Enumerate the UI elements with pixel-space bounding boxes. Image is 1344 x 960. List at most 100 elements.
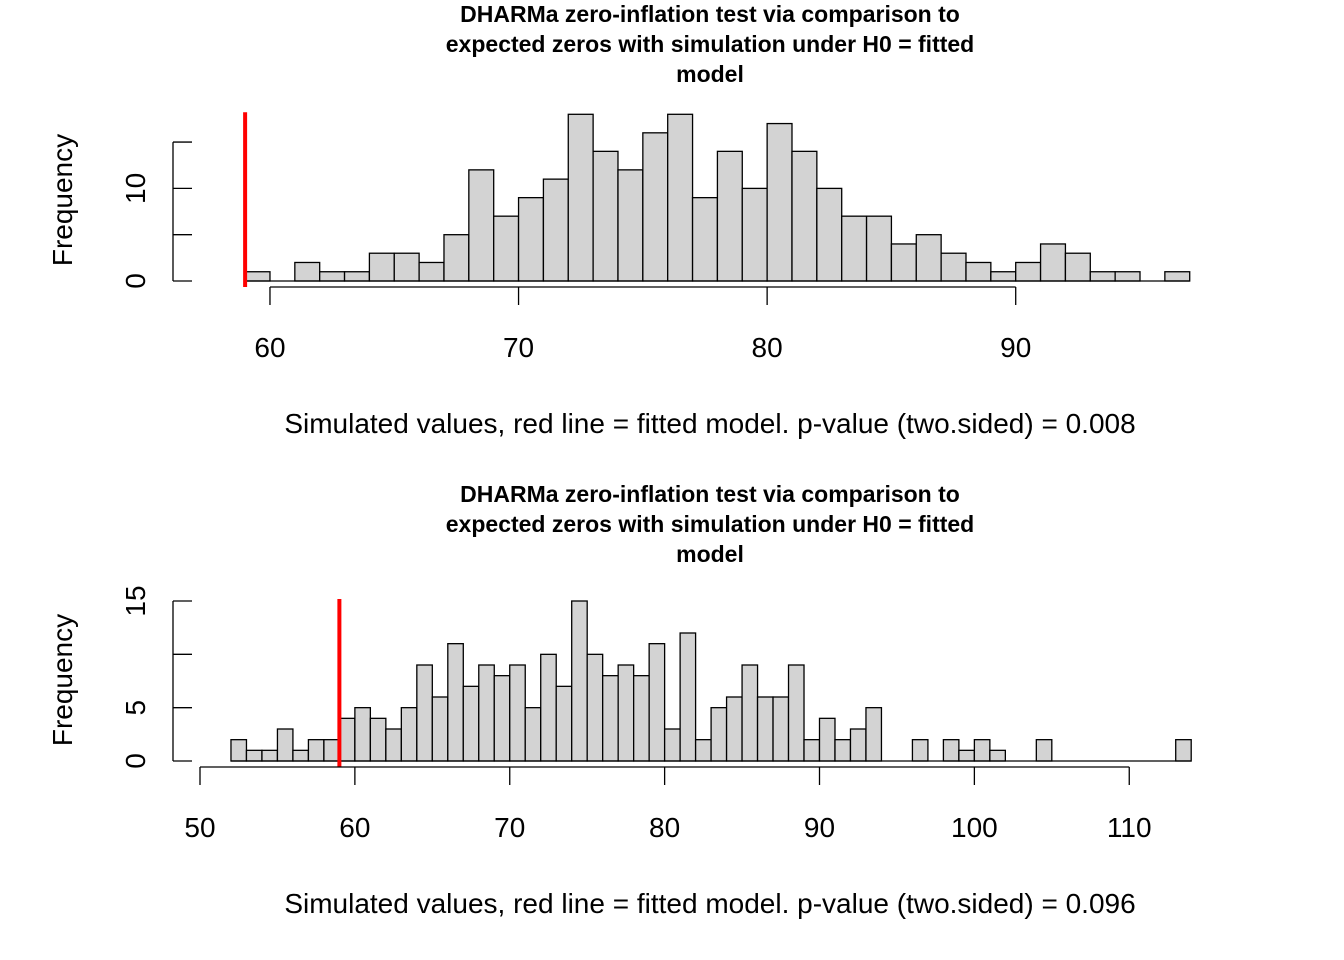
- y-tick-label: 0: [120, 753, 151, 769]
- histogram-bar: [385, 728, 402, 762]
- histogram-bar: [416, 664, 433, 762]
- histogram-bar: [716, 150, 743, 282]
- histogram-bar: [493, 675, 511, 762]
- histogram-bar: [617, 169, 644, 282]
- histogram-bar: [849, 728, 867, 762]
- y-tick-label: 10: [120, 173, 151, 204]
- histogram-bar: [1064, 252, 1091, 282]
- histogram-bar: [890, 243, 917, 282]
- histogram-bar: [555, 685, 573, 762]
- histogram-bar: [741, 187, 768, 282]
- histogram-bar: [338, 717, 356, 762]
- x-tick-label: 80: [752, 332, 783, 363]
- x-tick-label: 60: [254, 332, 285, 363]
- histogram-bar: [756, 696, 774, 762]
- histogram-bar: [323, 739, 341, 762]
- y-tick-label: 5: [120, 700, 151, 716]
- histogram-bar: [633, 675, 650, 762]
- x-tick-label: 100: [951, 812, 998, 843]
- histogram-bar: [710, 707, 728, 762]
- histogram-bar: [1089, 271, 1116, 282]
- histogram-bar: [462, 685, 480, 762]
- chart-title-line: DHARMa zero-inflation test via compariso…: [460, 481, 960, 507]
- x-tick-label: 70: [503, 332, 534, 363]
- histogram-bar: [1114, 271, 1141, 282]
- histogram-bar: [772, 696, 790, 762]
- x-tick-label: 110: [1107, 812, 1152, 843]
- histogram-bar: [816, 187, 843, 282]
- histogram-bar: [567, 113, 594, 282]
- histogram-bar: [990, 271, 1017, 282]
- histogram-bar: [319, 271, 346, 282]
- histogram-bar: [965, 261, 992, 282]
- histogram-bar: [447, 643, 464, 762]
- x-tick-label: 50: [184, 812, 215, 843]
- histogram-bar: [443, 234, 470, 282]
- histogram-bar: [791, 150, 818, 282]
- histogram-bar: [803, 739, 821, 762]
- histogram-bar: [400, 707, 418, 762]
- histogram-bar: [468, 169, 495, 282]
- histogram-bar: [841, 215, 868, 282]
- histogram-bar: [915, 234, 942, 282]
- histogram-bar: [354, 707, 372, 762]
- histogram-bar: [694, 739, 712, 762]
- histogram-bar: [865, 215, 893, 282]
- histogram-bar: [642, 132, 669, 282]
- histogram-bar: [244, 271, 271, 282]
- histogram-bar: [725, 696, 743, 762]
- chart-title-line: expected zeros with simulation under H0 …: [446, 31, 974, 57]
- histogram-bar: [431, 696, 449, 762]
- histogram-bar: [834, 739, 852, 762]
- histogram-bar: [493, 215, 520, 282]
- histogram-bar: [524, 707, 542, 762]
- histogram-bar: [787, 664, 805, 762]
- histogram-bar: [973, 739, 991, 762]
- x-tick-label: 90: [804, 812, 835, 843]
- y-tick-label: 15: [120, 585, 151, 616]
- chart-title-line: DHARMa zero-inflation test via compariso…: [460, 1, 960, 27]
- histogram-bar: [418, 261, 445, 282]
- histogram-bar: [1015, 261, 1042, 282]
- y-tick-label: 0: [120, 273, 151, 289]
- histogram-bar: [1035, 739, 1053, 762]
- histogram-bar: [294, 261, 321, 282]
- histogram-bar: [245, 749, 263, 762]
- x-tick-label: 60: [339, 812, 370, 843]
- histogram-bar: [1039, 243, 1067, 282]
- histogram-bar: [230, 739, 248, 762]
- histogram-bar: [540, 653, 557, 762]
- histogram-bar: [343, 271, 371, 282]
- x-axis-label: Simulated values, red line = fitted mode…: [284, 408, 1135, 439]
- histogram-bar: [663, 728, 681, 762]
- histogram-bar: [369, 717, 387, 762]
- histogram-bar: [517, 196, 545, 282]
- histogram-bar: [509, 664, 526, 762]
- histogram-bar: [691, 196, 719, 282]
- x-tick-label: 80: [649, 812, 680, 843]
- histogram-bar: [542, 178, 569, 282]
- histogram-bar: [818, 717, 836, 762]
- histogram-bar: [958, 749, 976, 762]
- histogram-bar: [571, 600, 588, 762]
- histogram-bar: [368, 252, 395, 282]
- histogram-bar: [679, 632, 697, 762]
- histogram-bar: [648, 643, 666, 762]
- y-axis-label: Frequency: [47, 614, 78, 746]
- histogram-bar: [617, 664, 635, 762]
- y-axis-label: Frequency: [47, 134, 78, 266]
- x-axis-label: Simulated values, red line = fitted mode…: [284, 888, 1135, 919]
- chart-title-line: model: [676, 541, 744, 567]
- x-tick-label: 70: [494, 812, 525, 843]
- histogram-bar: [865, 707, 883, 762]
- histogram-bar: [307, 739, 325, 762]
- histogram-bar: [602, 675, 619, 762]
- chart-title-line: expected zeros with simulation under H0 …: [446, 511, 974, 537]
- x-tick-label: 90: [1000, 332, 1031, 363]
- histogram-bar: [1164, 271, 1191, 282]
- histogram-bar: [741, 664, 759, 762]
- histogram-bar: [911, 739, 929, 762]
- histogram-bar: [478, 664, 495, 762]
- histogram-bar: [261, 749, 279, 762]
